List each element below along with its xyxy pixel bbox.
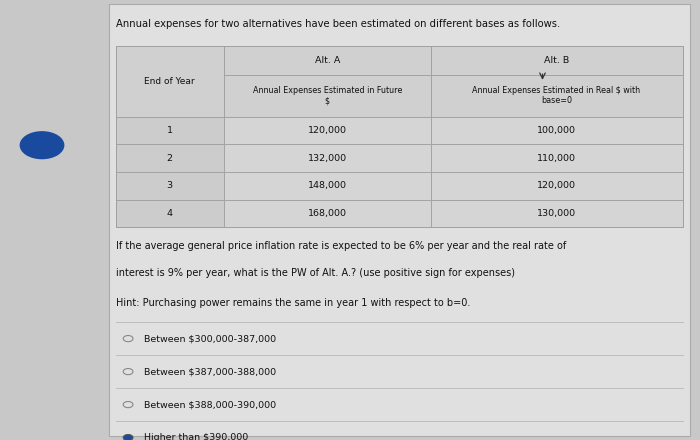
Bar bbox=[430, 144, 682, 172]
Circle shape bbox=[123, 434, 133, 440]
Text: If the average general price inflation rate is expected to be 6% per year and th: If the average general price inflation r… bbox=[116, 241, 566, 251]
Text: Annual Expenses Estimated in Future
$: Annual Expenses Estimated in Future $ bbox=[253, 86, 402, 106]
Text: Annual Expenses Estimated in Real $ with
base=0: Annual Expenses Estimated in Real $ with… bbox=[473, 86, 640, 106]
Text: 2: 2 bbox=[167, 154, 173, 163]
Bar bbox=[224, 46, 430, 75]
Text: interest is 9% per year, what is the PW of Alt. A.? (use positive sign for expen: interest is 9% per year, what is the PW … bbox=[116, 268, 514, 278]
Bar bbox=[116, 117, 224, 144]
Bar bbox=[224, 200, 430, 227]
Bar bbox=[116, 200, 224, 227]
Bar bbox=[430, 117, 682, 144]
Text: 110,000: 110,000 bbox=[537, 154, 576, 163]
Text: 132,000: 132,000 bbox=[308, 154, 346, 163]
Text: End of Year: End of Year bbox=[144, 77, 195, 86]
Text: Between $387,000-388,000: Between $387,000-388,000 bbox=[144, 367, 276, 376]
Text: 130,000: 130,000 bbox=[537, 209, 576, 218]
Text: 100,000: 100,000 bbox=[537, 126, 576, 135]
Text: 120,000: 120,000 bbox=[537, 181, 576, 191]
Text: Between $388,000-390,000: Between $388,000-390,000 bbox=[144, 400, 276, 409]
Text: Higher than $390,000: Higher than $390,000 bbox=[144, 433, 248, 440]
Bar bbox=[224, 117, 430, 144]
Text: 1: 1 bbox=[167, 126, 173, 135]
Bar bbox=[224, 144, 430, 172]
Bar bbox=[116, 144, 224, 172]
Text: Alt. B: Alt. B bbox=[544, 56, 569, 65]
Text: Hint: Purchasing power remains the same in year 1 with respect to b=0.: Hint: Purchasing power remains the same … bbox=[116, 298, 470, 308]
Text: 120,000: 120,000 bbox=[308, 126, 346, 135]
Text: Alt. A: Alt. A bbox=[314, 56, 340, 65]
Text: 3: 3 bbox=[38, 138, 46, 151]
Bar bbox=[430, 172, 682, 200]
Text: 148,000: 148,000 bbox=[308, 181, 346, 191]
Circle shape bbox=[20, 131, 64, 159]
Text: 168,000: 168,000 bbox=[308, 209, 346, 218]
Text: Between $300,000-387,000: Between $300,000-387,000 bbox=[144, 334, 276, 343]
Bar bbox=[116, 172, 224, 200]
Bar bbox=[224, 172, 430, 200]
Bar bbox=[224, 75, 430, 117]
Text: Annual expenses for two alternatives have been estimated on different bases as f: Annual expenses for two alternatives hav… bbox=[116, 19, 560, 29]
Text: 3: 3 bbox=[167, 181, 173, 191]
Bar bbox=[430, 200, 682, 227]
Bar bbox=[430, 46, 682, 75]
Bar bbox=[430, 75, 682, 117]
Text: 4: 4 bbox=[167, 209, 173, 218]
